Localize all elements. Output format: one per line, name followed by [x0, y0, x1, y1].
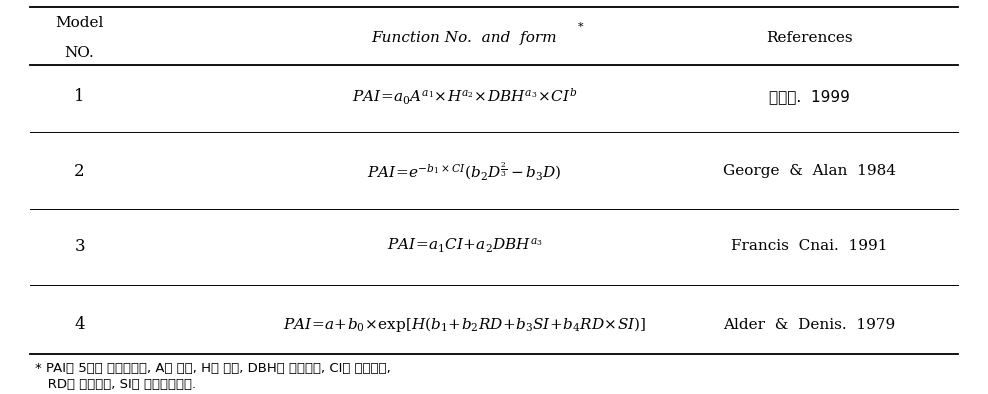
Text: RD는 상대직경, SI는 지위지수이다.: RD는 상대직경, SI는 지위지수이다. — [36, 378, 197, 391]
Text: Francis  Cnai.  1991: Francis Cnai. 1991 — [731, 239, 888, 253]
Text: 2: 2 — [74, 163, 85, 180]
Text: Alder  &  Denis.  1979: Alder & Denis. 1979 — [723, 318, 896, 332]
Text: 3: 3 — [74, 238, 85, 255]
Text: $PAI\!=\!e^{-b_1 \times CI}(b_2 D^{\frac{2}{3}} - b_3 D)$: $PAI\!=\!e^{-b_1 \times CI}(b_2 D^{\frac… — [367, 161, 562, 182]
Text: Function No.  and  form: Function No. and form — [371, 31, 557, 45]
Text: Model: Model — [55, 16, 104, 30]
Text: George  &  Alan  1984: George & Alan 1984 — [723, 164, 896, 178]
Text: $PAI\!=\!a\!+\!b_0\!\times\!\exp[H(b_1\!+\!b_2 RD\!+\!b_3 SI\!+\!b_4 RD\!\times\: $PAI\!=\!a\!+\!b_0\!\times\!\exp[H(b_1\!… — [283, 315, 646, 334]
Text: $PAI\!=\!a_0 A^{a_1}\!\times\! H^{a_2}\!\times\! DBH^{a_3}\!\times\! CI^{b}$: $PAI\!=\!a_0 A^{a_1}\!\times\! H^{a_2}\!… — [352, 87, 577, 107]
Text: 이우균.  1999: 이우균. 1999 — [770, 89, 850, 104]
Text: NO.: NO. — [65, 46, 95, 60]
Text: *: * — [578, 22, 584, 32]
Text: * PAI는 5년간 직경생장량, A는 수령, H는 수고, DBH는 흑고직경, CI는 경쟁지수,: * PAI는 5년간 직경생장량, A는 수령, H는 수고, DBH는 흑고직… — [36, 362, 391, 375]
Text: 4: 4 — [74, 316, 85, 333]
Text: $PAI\!=\!a_1 CI\!+\!a_2 DBH^{a_3}$: $PAI\!=\!a_1 CI\!+\!a_2 DBH^{a_3}$ — [386, 237, 542, 255]
Text: 1: 1 — [74, 88, 85, 105]
Text: References: References — [767, 31, 853, 45]
